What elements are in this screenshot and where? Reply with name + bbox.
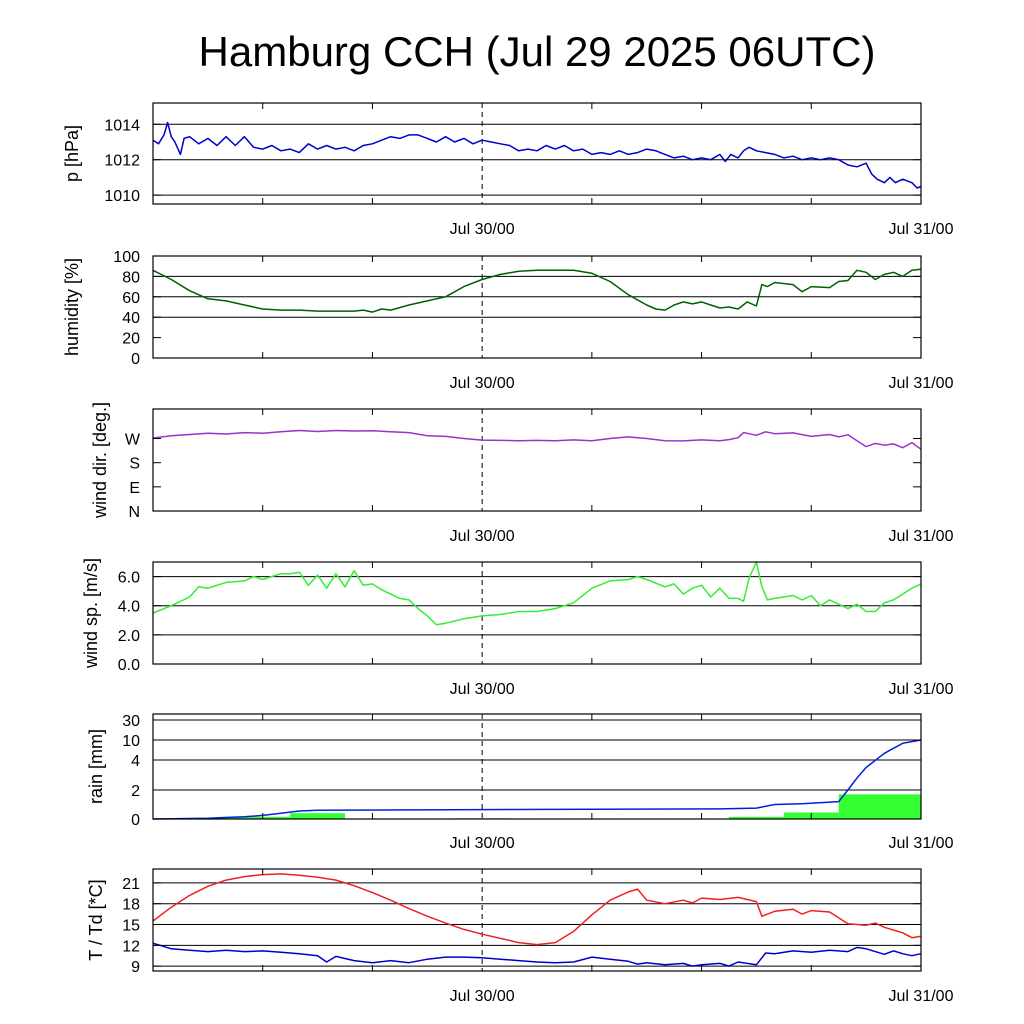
y-tick-label: 100 <box>113 249 140 266</box>
y-tick-label: 21 <box>122 876 140 893</box>
cumulative-rain-cum-line <box>152 739 922 820</box>
y-tick-label: 1010 <box>104 188 140 205</box>
pressure-line <box>152 121 922 189</box>
x-tick-label: Jul 31/00 <box>889 835 954 852</box>
rain-bar <box>217 816 291 819</box>
y-tick-label: 10 <box>122 733 140 750</box>
x-tick-label: Jul 31/00 <box>889 528 954 545</box>
y-tick-label: 20 <box>122 331 140 348</box>
y-tick-label: N <box>128 504 140 521</box>
panel-1: 1010 1012 1014 Jul 30/00 Jul 31/00 p [hPa] <box>62 102 954 238</box>
y-tick-label: 0 <box>131 351 140 368</box>
plot-frame <box>152 561 922 665</box>
y-tick-label: 12 <box>122 938 140 955</box>
panel-4: 0.0 2.0 4.0 6.0 Jul 30/00 Jul 31/00 wind sp. [… <box>81 558 954 698</box>
plot-frame <box>152 255 922 359</box>
td-dewpoint-line <box>152 942 922 967</box>
x-tick-label: Jul 30/00 <box>450 375 515 392</box>
wind-dir-line <box>152 429 922 450</box>
y-tick-label: E <box>129 480 140 497</box>
plot-frame <box>152 408 922 512</box>
y-axis-label: T / Td [*C] <box>86 879 106 960</box>
y-tick-label: 4.0 <box>118 599 140 616</box>
x-tick-label: Jul 31/00 <box>889 988 954 1005</box>
x-tick-label: Jul 30/00 <box>450 681 515 698</box>
plot-frame <box>152 713 922 820</box>
y-axis-label: rain [mm] <box>86 729 106 804</box>
y-axis-label: wind sp. [m/s] <box>81 558 101 669</box>
x-tick-label: Jul 31/00 <box>889 681 954 698</box>
panel-6: 9 12 15 18 21 Jul 30/00 Jul 31/00 T / Td [*C] <box>86 868 954 1005</box>
panel-2: 0 20 40 60 80 100 Jul 30/00 Jul 31/00 humidity [… <box>62 249 954 392</box>
y-tick-label: S <box>129 456 140 473</box>
y-tick-label: 1012 <box>104 153 140 170</box>
x-tick-label: Jul 30/00 <box>450 988 515 1005</box>
x-tick-label: Jul 30/00 <box>450 221 515 238</box>
x-tick-label: Jul 31/00 <box>889 375 954 392</box>
y-tick-label: 30 <box>122 713 140 730</box>
y-tick-label: 60 <box>122 290 140 307</box>
y-tick-label: 2 <box>131 783 140 800</box>
plot-frame <box>152 102 922 205</box>
rain-bar <box>290 813 345 819</box>
plot-frame <box>152 868 922 972</box>
chart-title: Hamburg CCH (Jul 29 2025 06UTC) <box>199 28 876 75</box>
y-tick-label: 2.0 <box>118 628 140 645</box>
y-axis-label: wind dir. [deg.] <box>90 402 110 519</box>
y-tick-label: 4 <box>131 753 140 770</box>
y-tick-label: 15 <box>122 918 140 935</box>
x-tick-label: Jul 31/00 <box>889 221 954 238</box>
y-tick-label: 40 <box>122 310 140 327</box>
y-tick-label: 1014 <box>104 117 140 134</box>
panel-5: 0 2 4 10 30 Jul 30/00 Jul 31/00 rain [mm] <box>86 713 954 852</box>
y-tick-label: 9 <box>131 959 140 976</box>
x-tick-label: Jul 30/00 <box>450 528 515 545</box>
wind-speed-line <box>152 561 922 626</box>
y-tick-label: 80 <box>122 269 140 286</box>
y-axis-label: humidity [%] <box>62 258 82 356</box>
y-tick-label: 6.0 <box>118 570 140 587</box>
y-tick-label: W <box>125 432 141 449</box>
t-temperature-line <box>152 873 922 946</box>
humidity-line <box>152 268 922 313</box>
x-tick-label: Jul 30/00 <box>450 835 515 852</box>
y-tick-label: 18 <box>122 897 140 914</box>
y-tick-label: 0 <box>131 812 140 829</box>
rain-bar <box>838 794 921 819</box>
y-axis-label: p [hPa] <box>62 125 82 182</box>
y-tick-label: 0.0 <box>118 657 140 674</box>
rain-bar <box>729 816 784 819</box>
